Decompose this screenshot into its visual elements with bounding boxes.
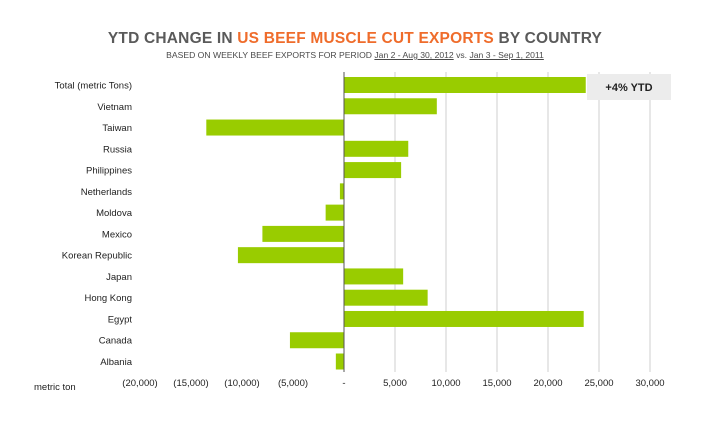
category-label-12: Canada: [99, 336, 133, 347]
x-tick-label-10: 30,000: [635, 378, 664, 389]
bar-6: [325, 204, 344, 221]
x-tick-label-4: -: [342, 378, 345, 389]
category-label-6: Moldova: [96, 208, 133, 219]
x-tick-labels: (20,000) (15,000) (10,000) (5,000) - 5,000 10,…: [122, 378, 664, 389]
x-tick-label-8: 20,000: [533, 378, 562, 389]
bar-2: [206, 119, 344, 136]
x-tick-label-5: 5,000: [383, 378, 407, 389]
x-tick-label-6: 10,000: [431, 378, 460, 389]
chart-subtitle: BASED ON WEEKLY BEEF EXPORTS FOR PERIOD …: [0, 50, 710, 60]
x-tick-label-7: 15,000: [482, 378, 511, 389]
chart-title: YTD CHANGE IN US BEEF MUSCLE CUT EXPORTS…: [0, 30, 710, 48]
title-part-2: US BEEF MUSCLE CUT EXPORTS: [237, 30, 494, 47]
bar-9: [344, 268, 404, 285]
category-label-0: Total (metric Tons): [55, 81, 132, 92]
x-tick-label-1: (15,000): [173, 378, 208, 389]
category-label-7: Mexico: [102, 229, 132, 240]
bar-1: [344, 98, 437, 115]
callout-text: +4% YTD: [605, 82, 652, 94]
category-label-4: Philippines: [86, 166, 132, 177]
category-label-2: Taiwan: [102, 123, 132, 134]
bar-3: [344, 140, 409, 157]
category-label-3: Russia: [103, 144, 133, 155]
gridlines: [394, 72, 651, 372]
bar-0: [344, 77, 586, 93]
bars: [206, 77, 586, 370]
category-labels: Total (metric Tons) Vietnam Taiwan Russia Ph…: [55, 81, 133, 369]
ytd-callout: +4% YTD: [587, 74, 671, 100]
bar-12: [289, 332, 344, 349]
x-tick-label-0: (20,000): [122, 378, 157, 389]
callout-box: [587, 74, 671, 100]
x-tick-label-2: (10,000): [224, 378, 259, 389]
category-label-13: Albania: [100, 357, 132, 368]
category-label-10: Hong Kong: [84, 293, 132, 304]
bar-5: [339, 183, 344, 200]
category-label-9: Japan: [106, 272, 132, 283]
category-label-5: Netherlands: [81, 187, 132, 198]
title-part-1: YTD CHANGE IN: [107, 30, 238, 47]
x-tick-label-3: (5,000): [278, 378, 308, 389]
category-label-1: Vietnam: [97, 102, 132, 113]
subtitle-period-2012: Jan 2 - Aug 30, 2012: [374, 50, 454, 60]
title-part-3: BY COUNTRY: [493, 30, 603, 47]
category-label-8: Korean Republic: [62, 251, 132, 262]
bar-10: [344, 289, 428, 306]
x-tick-label-9: 25,000: [584, 378, 613, 389]
bar-8: [237, 247, 344, 264]
bar-4: [344, 162, 402, 179]
bar-7: [262, 225, 344, 242]
category-label-11: Egypt: [108, 314, 133, 325]
bar-11: [344, 310, 584, 327]
unit-label: metric ton: [34, 382, 76, 393]
subtitle-period-2011: Jan 3 - Sep 1, 2011: [469, 50, 544, 60]
bar-13: [335, 353, 344, 370]
subtitle-vs: vs.: [453, 50, 470, 60]
subtitle-prefix: BASED ON WEEKLY BEEF EXPORTS FOR PERIOD: [166, 50, 375, 60]
